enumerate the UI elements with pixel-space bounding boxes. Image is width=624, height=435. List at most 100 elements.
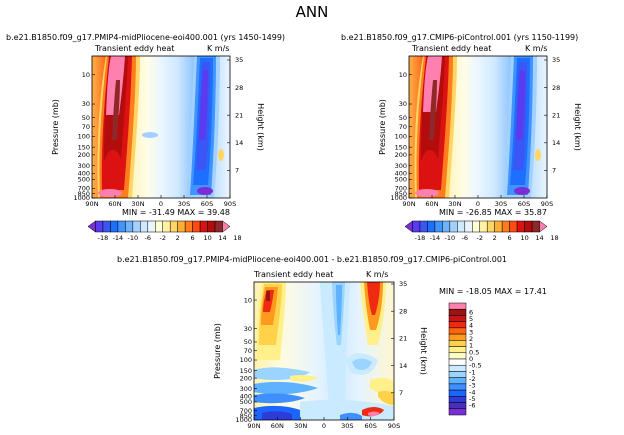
colorbar-tick-label: 5 <box>469 315 473 323</box>
x-tick-label: 90S <box>541 200 553 208</box>
colorbar-swatch <box>509 220 518 233</box>
colorbar-tick-label: 6 <box>508 234 512 242</box>
height-tick-label: 21 <box>235 111 243 119</box>
y-tick-label: 700 <box>78 185 90 193</box>
y-tick-label: 70 <box>399 123 407 131</box>
colorbar-tick-label: 6 <box>191 234 195 242</box>
colorbar-swatch <box>448 333 467 341</box>
colorbar-swatch <box>184 220 193 233</box>
y-tick-label: 150 <box>78 143 90 151</box>
x-tick-label: 60N <box>108 200 121 208</box>
colorbar-swatch <box>434 220 443 233</box>
y-tick-label: 10 <box>399 71 407 79</box>
x-tick-label: 90S <box>224 200 236 208</box>
colorbar-swatch <box>412 220 421 233</box>
panel-title: b.e21.B1850.f09_g17.PMIP4-midPliocene-eo… <box>117 255 507 264</box>
colorbar-swatch <box>448 396 467 403</box>
y-tick-label: 70 <box>244 347 252 355</box>
y-tick-label: 500 <box>395 176 407 184</box>
colorbar-swatch <box>448 340 467 347</box>
min-max-stats: MIN = -26.85 MAX = 35.87 <box>439 208 547 217</box>
colorbar-tick-label: 18 <box>233 234 241 242</box>
colorbar-swatch <box>479 220 488 233</box>
y-tick-label: 200 <box>395 151 407 159</box>
height-tick-label: 28 <box>399 307 407 315</box>
x-tick-label: 90N <box>402 200 415 208</box>
height-tick-label: 14 <box>552 139 560 147</box>
panel-subtitle-left: Transient eddy heat <box>94 44 174 53</box>
y-axis-label-right: Height (km) <box>573 103 582 151</box>
y-tick-label: 300 <box>395 162 407 170</box>
contour-field <box>409 56 547 198</box>
colorbar-tick-label: 14 <box>218 234 226 242</box>
height-tick-label: 7 <box>235 167 239 175</box>
colorbar-tick-label: -2 <box>476 234 482 242</box>
height-tick-label: 28 <box>552 84 560 92</box>
y-tick-label: 50 <box>244 338 252 346</box>
colorbar-swatch <box>404 220 413 233</box>
colorbar-tick-label: -10 <box>128 234 139 242</box>
y-tick-label: 400 <box>78 170 90 178</box>
colorbar-tick-label: -6 <box>462 234 468 242</box>
colorbar-tick-label: -14 <box>113 234 124 242</box>
x-tick-label: 60N <box>425 200 438 208</box>
y-tick-label: 850 <box>240 412 252 420</box>
height-tick-label: 7 <box>552 167 556 175</box>
y-tick-label: 30 <box>244 325 252 333</box>
colorbar-tick-label: 4 <box>469 322 473 330</box>
colorbar-tick-label: 0.5 <box>469 348 479 356</box>
panel-subtitle-right: K m/s <box>525 44 547 53</box>
colorbar-swatch <box>169 220 178 233</box>
y-tick-label: 50 <box>82 114 90 122</box>
colorbar-tick-label: -4 <box>469 388 475 396</box>
colorbar-picontrol: -18 -14 -10 -6 -2 2 6 10 14 18 <box>404 220 559 242</box>
y-axis-label-right: Height (km) <box>256 103 265 151</box>
x-tick-label: 0 <box>159 200 163 208</box>
x-tick-label: 0 <box>476 200 480 208</box>
colorbar-swatch <box>177 220 186 233</box>
colorbar-tick-label: -2 <box>159 234 165 242</box>
colorbar-swatch <box>222 220 231 233</box>
colorbar-tick-label: 6 <box>469 308 473 316</box>
colorbar-swatch <box>207 220 216 233</box>
colorbar-tick-label: 2 <box>493 234 497 242</box>
height-tick-label: 28 <box>235 84 243 92</box>
colorbar-tick-label: 0 <box>469 355 473 363</box>
y-tick-label: 100 <box>240 356 252 364</box>
y-axis-label: Pressure (mb) <box>213 323 222 379</box>
colorbar-tick-label: -5 <box>469 395 475 403</box>
colorbar-swatch <box>442 220 451 233</box>
y-tick-label: 150 <box>395 143 407 151</box>
y-tick-label: 1000 <box>235 416 252 424</box>
height-tick-label: 7 <box>399 389 403 397</box>
min-max-stats: MIN = -18.05 MAX = 17.41 <box>439 287 547 296</box>
colorbar-tick-label: 14 <box>535 234 543 242</box>
y-tick-label: 400 <box>395 170 407 178</box>
colorbar-swatch <box>117 220 126 233</box>
colorbar-swatch <box>531 220 540 233</box>
panel-title: b.e21.B1850.f09_g17.PMIP4-midPliocene-eo… <box>6 33 285 42</box>
x-tick-label: 90N <box>247 422 260 430</box>
colorbar-swatch <box>448 327 467 335</box>
colorbar-swatch <box>539 220 548 233</box>
panel-picontrol: b.e21.B1850.f09_g17.CMIP6-piControl.001 … <box>341 33 582 217</box>
panel-midpliocene: b.e21.B1850.f09_g17.PMIP4-midPliocene-eo… <box>6 33 285 217</box>
colorbar-tick-label: -1 <box>469 368 475 376</box>
colorbar-swatch <box>448 402 467 410</box>
y-axis-label: Pressure (mb) <box>378 99 387 155</box>
colorbar-swatch <box>448 346 467 354</box>
colorbar-swatch <box>494 220 503 233</box>
y-tick-label: 10 <box>244 296 252 304</box>
x-tick-label: 60S <box>364 422 376 430</box>
colorbar-swatch <box>448 383 467 391</box>
colorbar-swatch <box>125 220 134 233</box>
y-tick-label: 100 <box>395 132 407 140</box>
y-tick-label: 500 <box>78 176 90 184</box>
y-tick-label: 200 <box>78 151 90 159</box>
colorbar-tick-label: 2 <box>469 335 473 343</box>
colorbar-swatch <box>110 220 119 233</box>
colorbar-swatch <box>486 220 495 233</box>
colorbar-tick-label: -2 <box>469 375 475 383</box>
